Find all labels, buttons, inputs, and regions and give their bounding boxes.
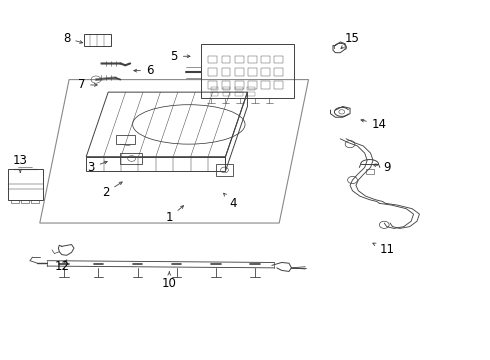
Text: 7: 7 (77, 78, 97, 91)
Bar (247, 87, 255, 90)
Text: 1: 1 (166, 206, 184, 224)
Bar (208, 81, 217, 89)
Bar (11, 200, 19, 203)
Text: 4: 4 (223, 193, 237, 210)
Text: 9: 9 (373, 161, 391, 174)
Bar (223, 92, 230, 96)
Bar (235, 68, 244, 76)
Bar (247, 92, 255, 96)
Bar (223, 87, 230, 90)
Bar (221, 81, 230, 89)
Bar (274, 55, 283, 63)
Bar (235, 81, 244, 89)
Bar (235, 87, 243, 90)
Text: 2: 2 (102, 182, 122, 199)
Text: 14: 14 (361, 118, 387, 131)
Text: 13: 13 (13, 154, 27, 172)
Bar (261, 68, 270, 76)
Text: 3: 3 (87, 161, 107, 174)
Bar (8, 169, 43, 200)
Bar (221, 55, 230, 63)
Text: 5: 5 (171, 50, 190, 63)
Bar (248, 81, 257, 89)
Text: 11: 11 (373, 243, 394, 256)
Bar (261, 81, 270, 89)
Bar (248, 68, 257, 76)
Bar (208, 68, 217, 76)
Bar (221, 68, 230, 76)
Bar (84, 34, 111, 45)
Bar (274, 68, 283, 76)
Bar (235, 55, 244, 63)
Text: 12: 12 (54, 260, 69, 273)
Bar (21, 200, 29, 203)
Text: 6: 6 (134, 64, 153, 77)
Text: 15: 15 (341, 32, 360, 49)
Bar (31, 200, 39, 203)
Bar (366, 169, 374, 174)
Bar (208, 55, 217, 63)
Bar (235, 92, 243, 96)
Bar (211, 87, 218, 90)
Bar (211, 92, 218, 96)
Text: 8: 8 (63, 32, 83, 45)
Text: 10: 10 (162, 272, 177, 291)
Bar (274, 81, 283, 89)
Bar (261, 55, 270, 63)
Bar (248, 55, 257, 63)
